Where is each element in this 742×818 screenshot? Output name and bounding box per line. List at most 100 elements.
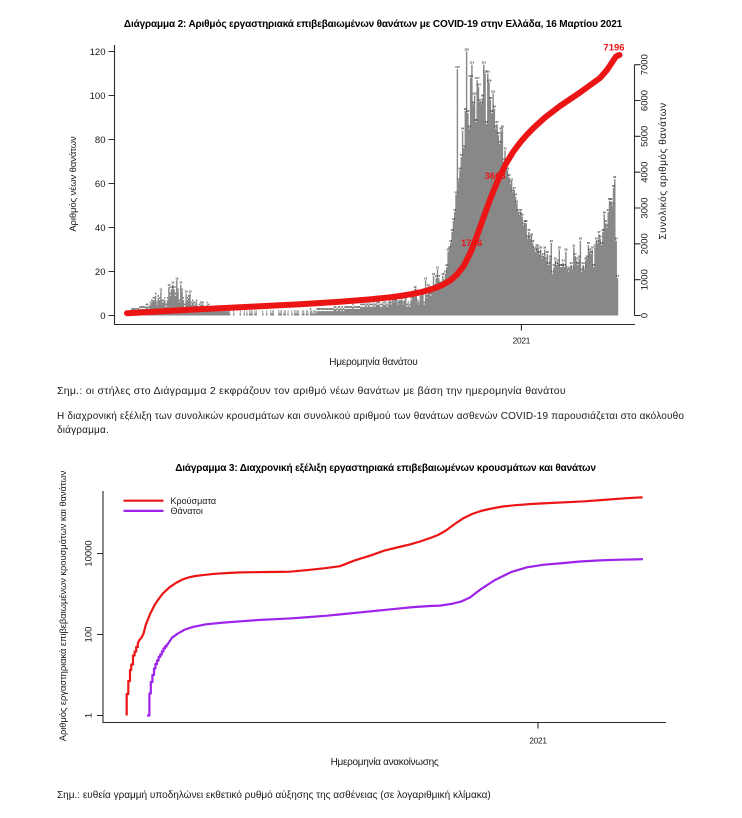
svg-text:6: 6 [196, 298, 198, 302]
svg-text:17: 17 [616, 274, 620, 278]
svg-text:4: 4 [184, 303, 186, 307]
svg-text:6: 6 [417, 298, 419, 302]
svg-text:1: 1 [273, 309, 275, 313]
svg-text:40: 40 [95, 223, 106, 234]
svg-text:1: 1 [249, 309, 251, 313]
svg-text:31: 31 [593, 243, 597, 247]
svg-text:30: 30 [591, 246, 595, 250]
svg-text:5: 5 [206, 301, 208, 305]
svg-text:3: 3 [355, 305, 357, 309]
svg-text:21: 21 [436, 265, 440, 269]
svg-text:2: 2 [340, 307, 342, 311]
svg-text:4: 4 [364, 303, 366, 307]
svg-text:1: 1 [291, 309, 293, 313]
svg-text:19: 19 [551, 270, 555, 274]
svg-text:5: 5 [377, 301, 379, 305]
svg-text:2: 2 [310, 307, 312, 311]
svg-text:5: 5 [200, 301, 202, 305]
svg-text:5: 5 [382, 301, 384, 305]
svg-text:5: 5 [156, 301, 158, 305]
svg-text:34: 34 [615, 237, 619, 241]
svg-text:22: 22 [552, 263, 556, 267]
svg-text:2: 2 [138, 307, 140, 311]
svg-text:1: 1 [240, 309, 242, 313]
svg-text:6: 6 [179, 298, 181, 302]
svg-text:107: 107 [475, 76, 480, 80]
svg-text:21: 21 [583, 265, 587, 269]
svg-text:1: 1 [306, 309, 308, 313]
svg-text:35: 35 [529, 235, 533, 239]
svg-text:42: 42 [604, 219, 608, 223]
svg-text:52: 52 [609, 197, 613, 201]
svg-text:92: 92 [490, 109, 494, 113]
svg-text:28: 28 [546, 250, 550, 254]
svg-text:84: 84 [499, 127, 503, 131]
svg-text:4: 4 [146, 303, 148, 307]
svg-text:5: 5 [368, 301, 370, 305]
svg-text:3: 3 [359, 305, 361, 309]
svg-text:10: 10 [185, 290, 189, 294]
svg-text:96: 96 [480, 100, 484, 104]
svg-text:1: 1 [298, 309, 300, 313]
svg-text:4: 4 [371, 303, 373, 307]
svg-text:66: 66 [458, 166, 462, 170]
svg-text:1: 1 [307, 309, 309, 313]
svg-text:24: 24 [562, 259, 566, 263]
svg-text:5: 5 [191, 301, 193, 305]
svg-text:17: 17 [435, 274, 439, 278]
svg-text:1: 1 [278, 309, 280, 313]
svg-text:38: 38 [601, 228, 605, 232]
svg-text:36: 36 [530, 232, 534, 236]
svg-text:5: 5 [195, 301, 197, 305]
svg-text:33: 33 [449, 239, 453, 243]
svg-text:6: 6 [163, 298, 165, 302]
svg-text:82: 82 [497, 131, 501, 135]
svg-text:2: 2 [343, 307, 345, 311]
svg-text:3: 3 [353, 305, 355, 309]
svg-text:1: 1 [250, 309, 252, 313]
svg-text:1: 1 [312, 309, 314, 313]
svg-text:55: 55 [454, 191, 458, 195]
svg-text:25: 25 [584, 257, 588, 261]
svg-text:34: 34 [595, 237, 599, 241]
svg-text:70: 70 [502, 158, 506, 162]
svg-text:7196: 7196 [603, 43, 624, 54]
svg-text:1: 1 [270, 309, 272, 313]
svg-text:5: 5 [201, 301, 203, 305]
svg-text:20: 20 [580, 268, 584, 272]
svg-text:1: 1 [295, 309, 297, 313]
svg-text:32: 32 [600, 241, 604, 245]
svg-text:45: 45 [521, 213, 525, 217]
svg-text:11: 11 [177, 287, 180, 291]
svg-text:4: 4 [208, 303, 210, 307]
svg-text:20: 20 [567, 268, 571, 272]
svg-text:31: 31 [572, 243, 576, 247]
svg-text:10: 10 [188, 290, 192, 294]
svg-text:27: 27 [542, 252, 546, 256]
svg-text:12: 12 [413, 285, 417, 289]
svg-text:1: 1 [279, 309, 281, 313]
svg-text:3: 3 [148, 305, 150, 309]
svg-text:23: 23 [570, 261, 574, 265]
svg-text:110: 110 [483, 70, 488, 74]
svg-text:26: 26 [585, 254, 589, 258]
svg-text:100: 100 [84, 627, 95, 643]
svg-text:4: 4 [406, 303, 408, 307]
svg-text:1: 1 [246, 309, 248, 313]
svg-text:3: 3 [144, 305, 146, 309]
svg-text:5: 5 [385, 301, 387, 305]
svg-text:43: 43 [452, 217, 456, 221]
svg-text:38: 38 [451, 228, 455, 232]
svg-text:61: 61 [510, 177, 514, 181]
svg-text:20: 20 [95, 267, 106, 278]
svg-text:120: 120 [90, 47, 106, 58]
svg-text:8: 8 [158, 294, 160, 298]
svg-text:47: 47 [607, 208, 611, 212]
svg-text:60: 60 [509, 180, 513, 184]
svg-text:1: 1 [281, 309, 283, 313]
svg-text:33: 33 [550, 239, 554, 243]
svg-text:60: 60 [95, 179, 106, 190]
svg-text:3: 3 [349, 305, 351, 309]
svg-text:29: 29 [564, 248, 568, 252]
svg-text:4: 4 [165, 303, 167, 307]
